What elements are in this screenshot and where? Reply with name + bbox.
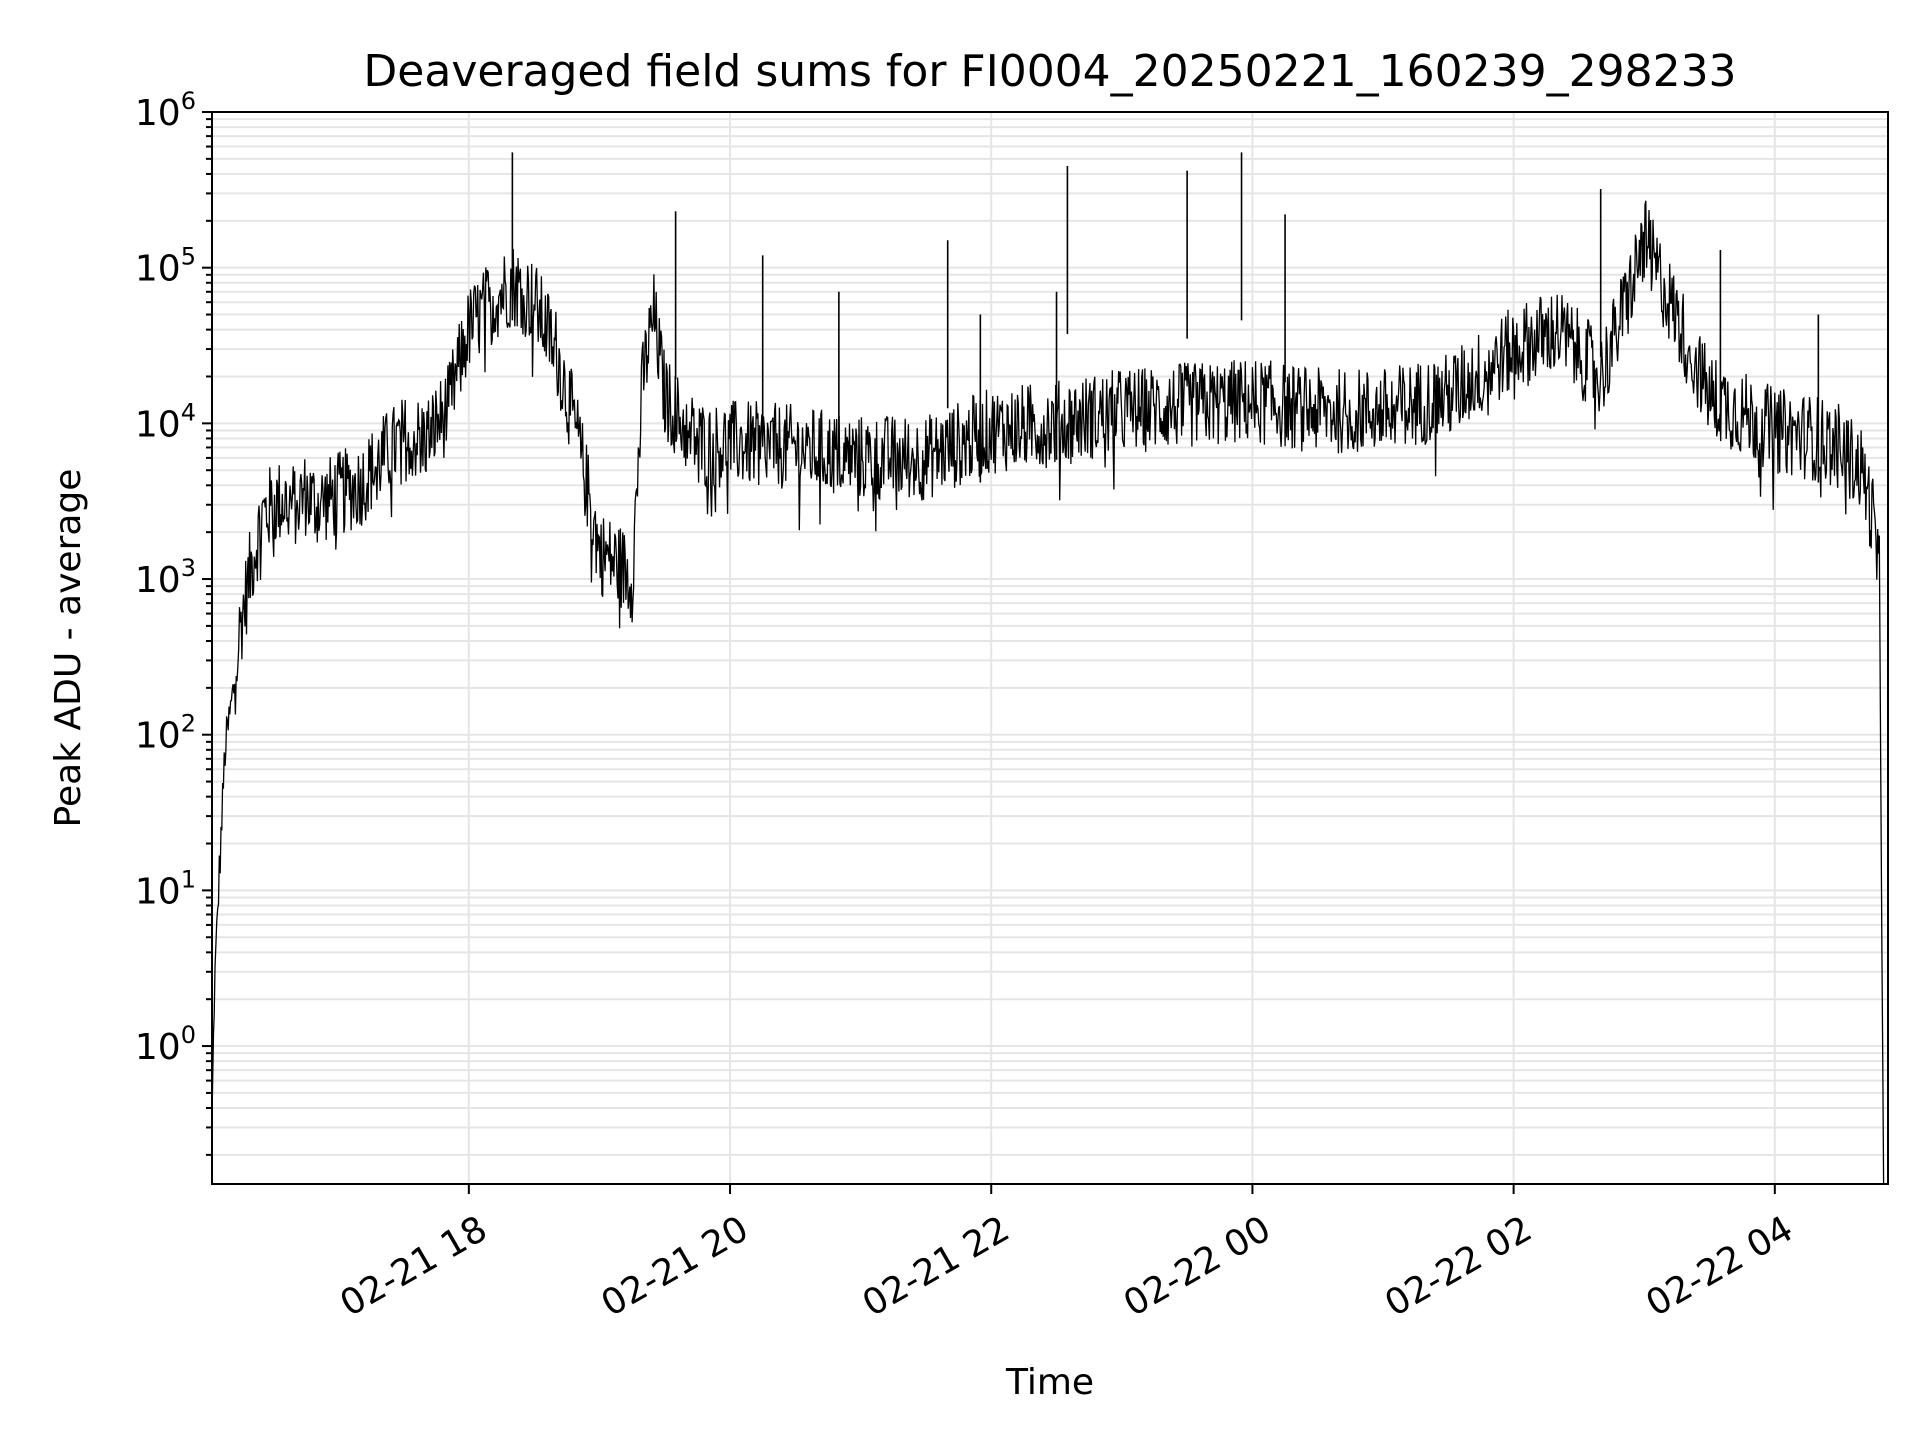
y-tick-label: 100 [135, 1021, 196, 1068]
x-axis-label: Time [1005, 1362, 1094, 1403]
plot-area [211, 152, 1885, 1185]
plot-frame [211, 111, 1889, 1185]
grid-lines [212, 111, 1888, 1184]
y-tick-label: 102 [135, 710, 196, 757]
y-tick-label: 104 [135, 398, 196, 445]
y-tick-label: 105 [135, 243, 196, 290]
y-tick-label: 103 [135, 554, 196, 601]
y-tick-label: 106 [135, 87, 196, 134]
data-series-line [211, 200, 1885, 1185]
chart-title: Deaveraged field sums for FI0004_2025022… [363, 46, 1736, 97]
y-tick-label: 101 [135, 865, 196, 912]
y-axis-label: Peak ADU - average [48, 469, 89, 828]
